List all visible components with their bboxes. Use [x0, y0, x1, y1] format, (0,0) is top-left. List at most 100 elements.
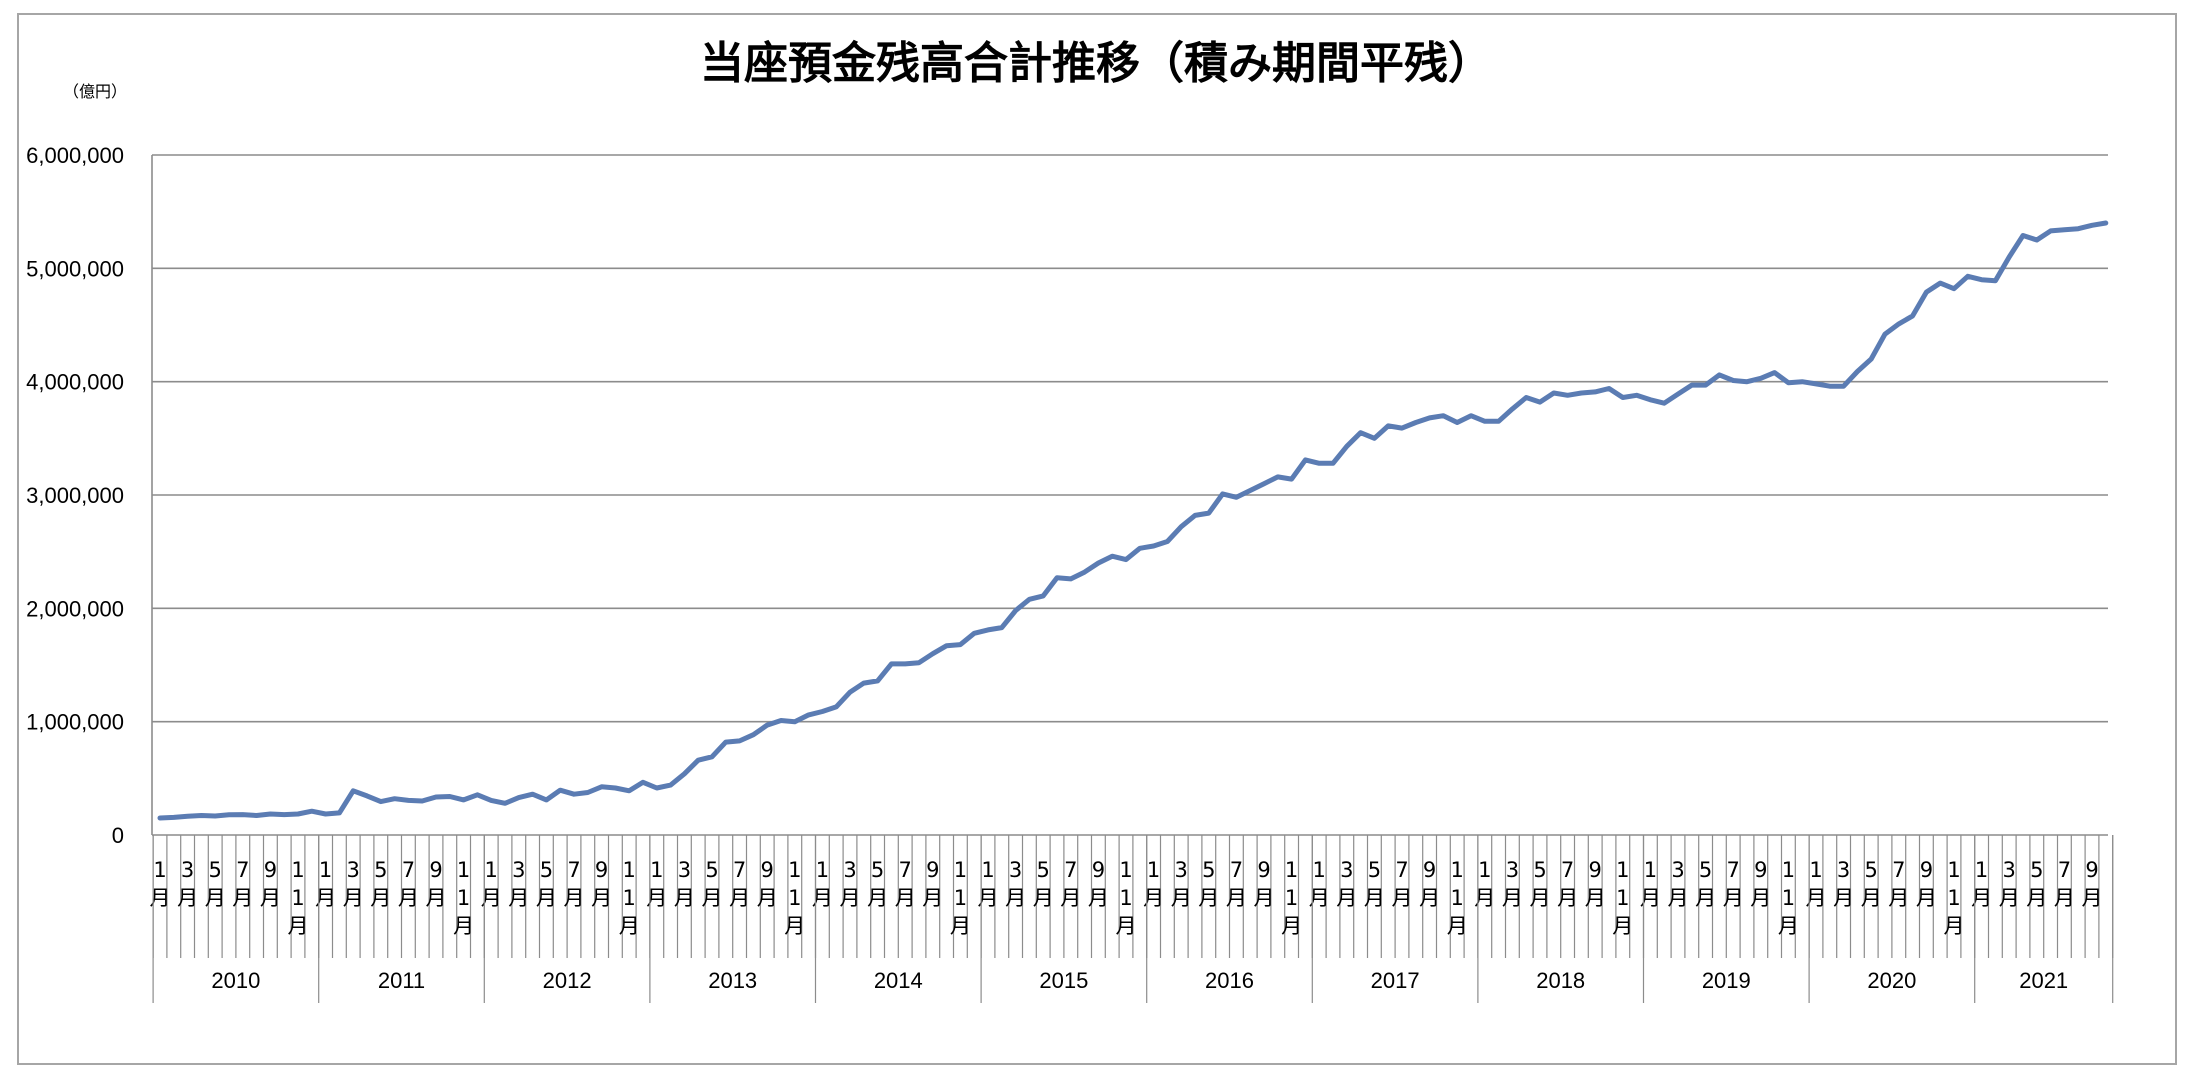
y-tick-label: 3,000,000	[26, 483, 124, 508]
gridlines	[152, 154, 2108, 723]
chart-frame	[17, 13, 2177, 1065]
x-month-label: 月	[1916, 886, 1937, 910]
x-month-label: 1	[457, 858, 470, 882]
x-month-label: 3	[347, 858, 360, 882]
x-month-label: 月	[1281, 914, 1302, 938]
x-month-label: 5	[871, 858, 884, 882]
x-month-label: 月	[508, 886, 529, 910]
x-month-label: 月	[1419, 886, 1440, 910]
series-group	[157, 220, 2109, 821]
x-month-label: 3	[512, 858, 525, 882]
x-month-label: 1	[1975, 858, 1988, 882]
x-month-label: 3	[1671, 858, 1684, 882]
y-tick-label: 4,000,000	[26, 370, 124, 395]
x-month-label: 1	[788, 858, 801, 882]
x-month-label: 7	[899, 858, 912, 882]
x-month-label: 月	[564, 886, 585, 910]
x-month-label: 1	[1478, 858, 1491, 882]
x-month-label: 1	[291, 886, 304, 910]
x-month-label: 月	[757, 886, 778, 910]
x-month-label: 1	[816, 858, 829, 882]
x-year-label: 2019	[1702, 968, 1751, 993]
y-tick-label: 2,000,000	[26, 596, 124, 621]
x-month-label: 月	[978, 886, 999, 910]
series-line	[157, 220, 2109, 821]
x-month-label: 3	[181, 858, 194, 882]
x-month-label: 月	[2054, 886, 2075, 910]
x-month-label: 月	[481, 886, 502, 910]
x-year-label: 2011	[378, 968, 425, 993]
x-month-label: 月	[1226, 886, 1247, 910]
x-month-label: 月	[1474, 886, 1495, 910]
x-month-label: 1	[1119, 886, 1132, 910]
x-month-label: 月	[1999, 886, 2020, 910]
x-month-label: 1	[1147, 858, 1160, 882]
x-month-label: 月	[1033, 886, 1054, 910]
x-month-label: 7	[1561, 858, 1574, 882]
x-month-label: 月	[646, 886, 667, 910]
x-month-label: 1	[1616, 886, 1629, 910]
x-month-label: 月	[1640, 886, 1661, 910]
x-month-label: 7	[236, 858, 249, 882]
x-month-label: 月	[1585, 886, 1606, 910]
x-month-label: 1	[1616, 858, 1629, 882]
x-month-label: 月	[1502, 886, 1523, 910]
x-month-label: 1	[1451, 858, 1464, 882]
x-month-label: 月	[1557, 886, 1578, 910]
x-month-label: 月	[343, 886, 364, 910]
x-year-label: 2015	[1039, 968, 1088, 993]
x-month-label: 月	[895, 886, 916, 910]
x-month-label: 月	[812, 886, 833, 910]
x-month-label: 1	[485, 858, 498, 882]
x-month-label: 月	[536, 886, 557, 910]
x-month-label: 1	[291, 858, 304, 882]
x-month-label: 月	[426, 886, 447, 910]
x-month-label: 1	[1644, 858, 1657, 882]
x-year-label: 2016	[1205, 968, 1254, 993]
y-tick-label: 0	[112, 823, 124, 848]
x-month-label: 月	[1198, 886, 1219, 910]
x-month-label: 7	[1230, 858, 1243, 882]
y-axis-unit-label: （億円）	[63, 82, 127, 101]
x-month-label: 5	[540, 858, 553, 882]
x-month-label: 月	[2082, 886, 2103, 910]
x-month-label: 月	[1971, 886, 1992, 910]
x-year-label: 2018	[1536, 968, 1585, 993]
x-month-label: 5	[1865, 858, 1878, 882]
x-month-label: 月	[177, 886, 198, 910]
x-month-label: 月	[260, 886, 281, 910]
x-month-label: 月	[1695, 886, 1716, 910]
x-month-label: 1	[1782, 886, 1795, 910]
x-month-label: 月	[950, 914, 971, 938]
x-month-label: 月	[1944, 914, 1965, 938]
x-month-label: 3	[1340, 858, 1353, 882]
x-month-label: 月	[288, 914, 309, 938]
x-year-label: 2010	[211, 968, 260, 993]
x-year-label: 2014	[874, 968, 923, 993]
x-month-label: 1	[623, 858, 636, 882]
x-month-label: 5	[1699, 858, 1712, 882]
x-month-label: 5	[374, 858, 387, 882]
x-month-label: 3	[1009, 858, 1022, 882]
x-month-label: 1	[954, 886, 967, 910]
x-month-label: 5	[1202, 858, 1215, 882]
x-month-label: 7	[1892, 858, 1905, 882]
y-tick-label: 5,000,000	[26, 256, 124, 281]
x-month-label: 1	[319, 858, 332, 882]
x-month-label: 1	[623, 886, 636, 910]
x-month-label: 月	[150, 886, 171, 910]
x-month-label: 月	[1364, 886, 1385, 910]
x-month-label: 月	[1254, 886, 1275, 910]
x-month-label: 月	[315, 886, 336, 910]
x-month-label: 9	[1920, 858, 1933, 882]
x-month-label: 1	[1285, 858, 1298, 882]
x-month-label: 月	[1861, 886, 1882, 910]
x-month-label: 7	[1064, 858, 1077, 882]
x-month-label: 月	[674, 886, 695, 910]
x-month-label: 5	[1533, 858, 1546, 882]
x-month-label: 1	[981, 858, 994, 882]
x-month-label: 1	[788, 886, 801, 910]
x-month-label: 5	[2030, 858, 2043, 882]
x-month-label: 1	[1285, 886, 1298, 910]
